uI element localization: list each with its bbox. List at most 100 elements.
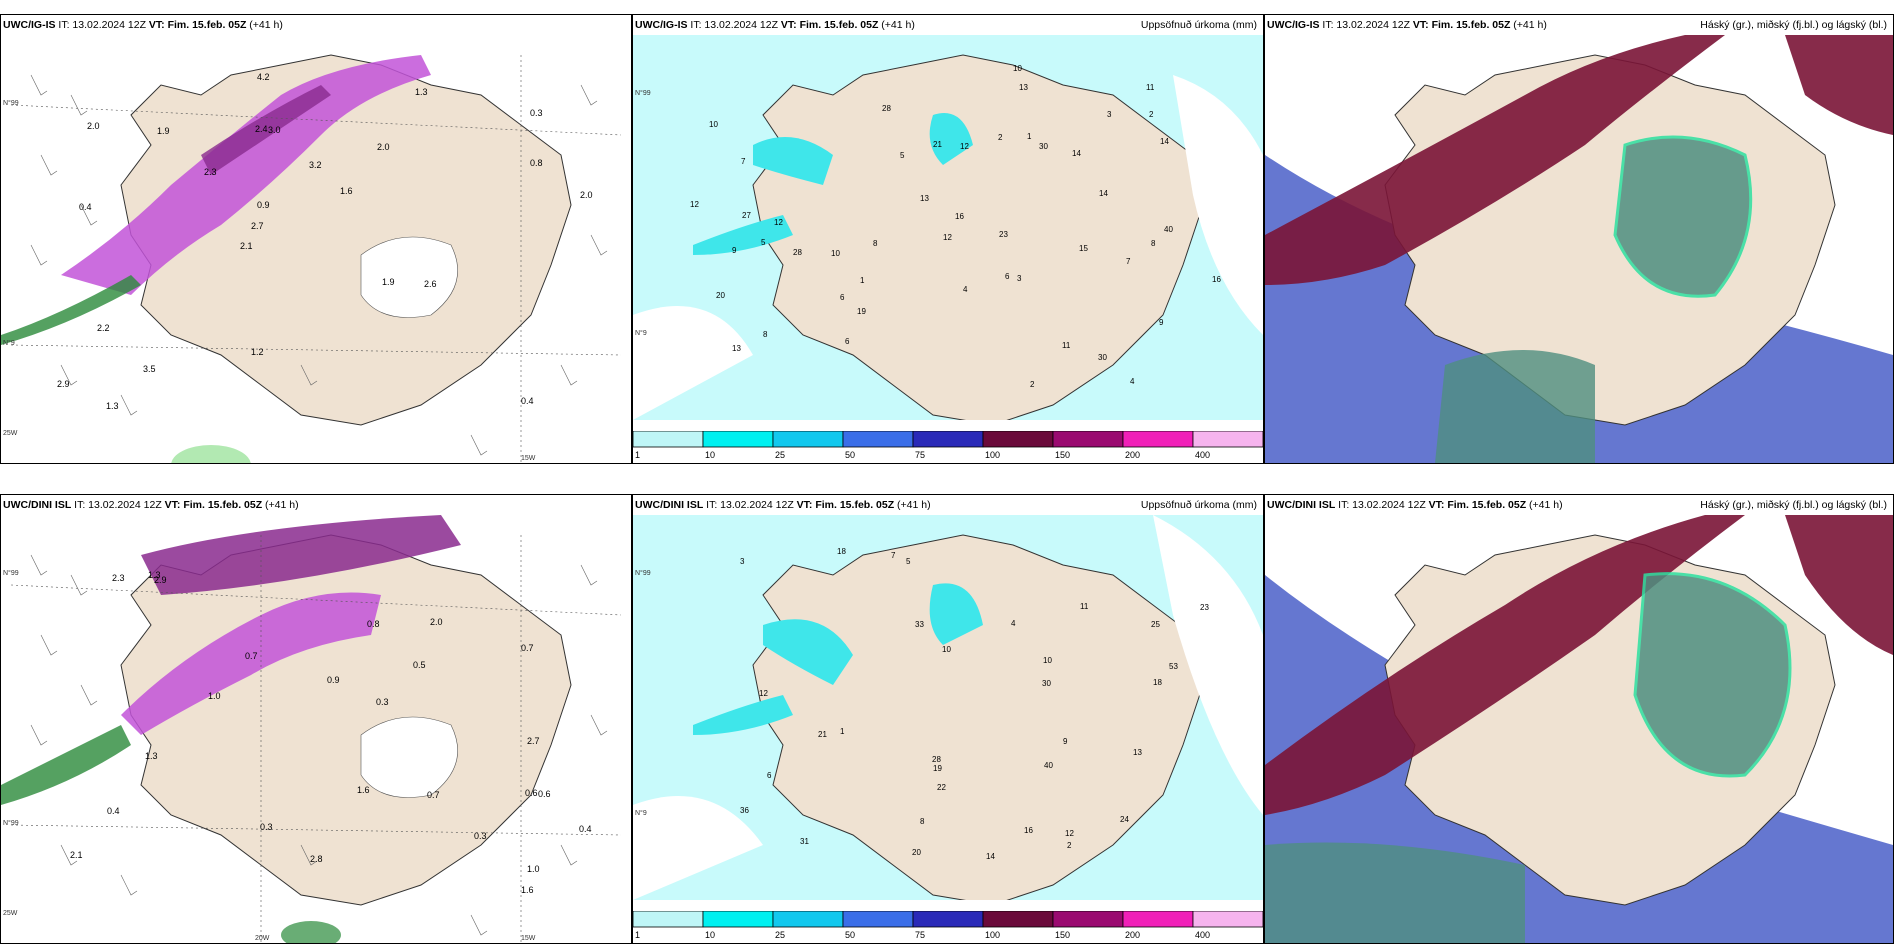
map-value-label: 16 [1024, 826, 1033, 835]
map-value-label: 30 [1042, 679, 1051, 688]
map-value-label: 19 [857, 307, 866, 316]
valid-time: Fim. 15.feb. 05Z [1431, 19, 1511, 31]
map-value-label: 1 [1027, 132, 1032, 141]
map-value-label: 4 [1011, 619, 1016, 628]
model-name: UWC/IG-IS [635, 19, 688, 31]
lead-time: (+41 h) [881, 19, 915, 31]
grid-label: 15W [521, 935, 536, 942]
map-value-label: 5 [900, 151, 905, 160]
map-value-label: 22 [937, 783, 946, 792]
map-value-label: 11 [1146, 83, 1155, 92]
map-value-label: 12 [774, 218, 783, 227]
sea-white [633, 796, 763, 900]
map-value-label: 4.2 [257, 72, 270, 82]
precip-area-cyan [693, 215, 793, 255]
colorbar-svg: 1 10 25 50 75 100 150 200 400 [633, 430, 1263, 460]
grid-label: N°99 [3, 99, 19, 107]
map-value-label: 1.3 [415, 87, 428, 97]
map-value-label: 2.6 [424, 279, 437, 289]
map-value-label: 12 [960, 142, 969, 151]
colorbar-label: 150 [1055, 450, 1070, 460]
map-value-label: 20 [716, 291, 725, 300]
map-value-label: 1.6 [340, 186, 353, 196]
cloud-high-maroon [1265, 35, 1725, 285]
colorbar-swatch [1122, 430, 1194, 448]
colorbar-swatch [772, 910, 844, 928]
map-value-label: 19 [933, 764, 942, 773]
colorbar-label: 400 [1195, 930, 1210, 940]
map-value-label: 36 [740, 806, 749, 815]
valid-label: VT: [1412, 19, 1429, 31]
map-value-label: 6 [767, 771, 772, 780]
map-value-label: 2 [998, 133, 1003, 142]
colorbar: 1 10 25 50 75 100 150 200 400 [633, 430, 1263, 461]
cloud-high-maroon [1785, 35, 1893, 135]
map-value-label: 10 [831, 249, 840, 258]
map-value-label: 0.3 [376, 697, 389, 707]
valid-time: Fim. 15.feb. 05Z [815, 499, 895, 511]
map-value-label: 30 [1039, 142, 1048, 151]
field-name: Uppsöfnuð úrkoma (mm) [1140, 19, 1257, 31]
map-value-label: 0.4 [79, 202, 92, 212]
map-value-label: 2.9 [154, 575, 167, 585]
map-value-label: 4 [1130, 377, 1135, 386]
map-value-label: 28 [793, 248, 802, 257]
map-value-label: 2.0 [580, 190, 593, 200]
map-value-label: 25 [1151, 620, 1160, 629]
precip-band-green [1, 725, 131, 805]
colorbar-label: 200 [1125, 930, 1140, 940]
map-clouds-top [1265, 35, 1893, 463]
map-value-label: 2.8 [310, 854, 323, 864]
precip-band-magenta [61, 55, 431, 295]
map-value-label: 11 [1080, 602, 1089, 611]
init-time: IT: 13.02.2024 12Z [58, 19, 146, 31]
map-value-label: 0.3 [530, 108, 543, 118]
map-value-label: 6 [840, 293, 845, 302]
map-value-label: 3 [740, 557, 745, 566]
map-value-label: 2.0 [87, 121, 100, 131]
valid-label: VT: [796, 499, 813, 511]
map-value-label: 2.0 [377, 142, 390, 152]
map-value-label: 7 [891, 551, 896, 560]
map-value-label: 2 [1030, 380, 1035, 389]
cloud-high-maroon [1265, 515, 1745, 815]
map-value-label: 14 [1160, 137, 1169, 146]
map-wind-precip-top: 0.4 0.4 0.3 2.1 2.0 1.3 2.4 3.2 2.2 2.3 2.9 3.5 3.0 1… [1, 35, 631, 463]
map-value-label: 14 [1099, 189, 1108, 198]
cloud-mid-teal [1613, 135, 1753, 298]
grid-label: 15W [521, 455, 536, 462]
map-value-label: 0.7 [427, 790, 440, 800]
map-value-label: 40 [1044, 761, 1053, 770]
sea-white [1173, 75, 1263, 335]
map-value-label: 10 [942, 645, 951, 654]
colorbar-label: 25 [775, 450, 785, 460]
map-value-label: 4 [963, 285, 968, 294]
map-value-label: 0.4 [579, 824, 592, 834]
map-value-label: 10 [1013, 64, 1022, 73]
init-time: IT: 13.02.2024 12Z [1338, 499, 1426, 511]
map-value-label: 1.0 [208, 691, 221, 701]
map-value-label: 0.3 [474, 831, 487, 841]
colorbar-label: 10 [705, 930, 715, 940]
field-name: Háský (gr.), miðský (fj.bl.) og lágský (… [1700, 19, 1887, 31]
colorbar-swatch [982, 430, 1054, 448]
map-value-label: 23 [999, 230, 1008, 239]
grid-label: N°9 [635, 329, 647, 337]
field-name: Háský (gr.), miðský (fj.bl.) og lágský (… [1700, 499, 1887, 511]
lead-time: (+41 h) [1513, 19, 1547, 31]
precip-area-cyan [929, 583, 983, 645]
grid-label: N°99 [635, 89, 651, 97]
map-value-label: 0.9 [327, 675, 340, 685]
map-value-label: 2.1 [70, 850, 83, 860]
colorbar-swatch [1192, 910, 1263, 928]
map-value-label: 5 [906, 557, 911, 566]
colorbar-swatch [1122, 910, 1194, 928]
map-value-label: 2 [1067, 841, 1072, 850]
colorbar-label: 100 [985, 930, 1000, 940]
valid-label: VT: [780, 19, 797, 31]
panel-title: UWC/IG-IS IT: 13.02.2024 12Z VT: Fim. 15… [635, 19, 915, 31]
panel-bottom-middle-accum-precip: UWC/DINI ISL IT: 13.02.2024 12Z VT: Fim.… [632, 494, 1264, 944]
lead-time: (+41 h) [897, 499, 931, 511]
